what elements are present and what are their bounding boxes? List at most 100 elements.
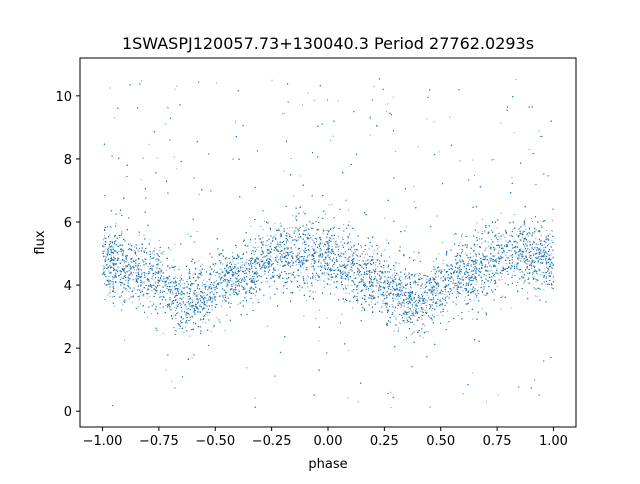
data-point	[501, 279, 503, 281]
data-point	[371, 289, 373, 291]
data-point	[523, 282, 525, 284]
data-point	[451, 272, 453, 274]
data-point	[246, 301, 248, 303]
data-point	[551, 287, 553, 289]
data-point	[547, 255, 549, 257]
data-point	[458, 291, 460, 293]
data-point	[333, 270, 335, 272]
data-point	[136, 255, 138, 257]
data-point	[223, 299, 225, 301]
data-point	[381, 293, 383, 295]
data-point	[158, 277, 160, 279]
data-point	[415, 273, 417, 275]
data-point	[525, 262, 527, 264]
data-point	[384, 249, 386, 251]
data-point	[118, 275, 120, 277]
data-point	[196, 292, 198, 294]
data-point	[295, 218, 297, 220]
data-point	[104, 237, 106, 239]
data-point	[498, 250, 500, 252]
data-point	[440, 300, 442, 302]
data-point	[445, 291, 447, 293]
data-point	[533, 242, 535, 244]
data-point	[495, 248, 497, 250]
data-point	[475, 283, 477, 285]
data-point	[248, 267, 250, 269]
data-point	[361, 279, 363, 281]
data-point	[181, 278, 183, 280]
data-point	[514, 250, 516, 252]
data-point	[446, 302, 448, 304]
data-point	[341, 284, 343, 286]
data-point	[234, 121, 236, 123]
data-point	[481, 242, 483, 244]
data-point	[481, 308, 483, 310]
data-point	[236, 268, 238, 270]
data-point	[382, 267, 384, 269]
data-point	[162, 332, 164, 334]
data-point	[189, 281, 191, 283]
data-point	[433, 292, 435, 294]
data-point	[519, 272, 521, 274]
data-point	[291, 260, 293, 262]
data-point	[493, 282, 495, 284]
data-point	[470, 266, 472, 268]
data-point	[536, 295, 538, 297]
data-point	[169, 248, 171, 250]
data-point	[395, 289, 397, 291]
data-point	[207, 297, 209, 299]
data-point	[191, 306, 193, 308]
data-point	[267, 258, 269, 260]
data-point	[399, 297, 401, 299]
data-point	[129, 267, 131, 269]
data-point	[303, 267, 305, 269]
data-point	[443, 298, 445, 300]
data-point	[320, 236, 322, 238]
data-point	[392, 96, 394, 98]
data-point	[291, 292, 293, 294]
data-point	[439, 299, 441, 301]
data-point	[194, 295, 196, 297]
data-point	[115, 272, 117, 274]
data-point	[164, 305, 166, 306]
data-point	[302, 104, 304, 106]
data-point	[341, 237, 343, 239]
data-point	[176, 304, 178, 306]
data-point	[271, 260, 273, 262]
data-point	[320, 262, 322, 264]
data-point	[512, 274, 514, 276]
data-point	[370, 301, 372, 303]
data-point	[312, 297, 314, 299]
data-point	[217, 284, 219, 286]
data-point	[263, 265, 265, 267]
data-point	[188, 307, 190, 309]
data-point	[392, 283, 394, 285]
data-point	[337, 250, 339, 252]
data-point	[354, 251, 356, 253]
data-point	[131, 274, 133, 276]
data-point	[172, 292, 174, 294]
data-point	[228, 272, 230, 274]
data-point	[214, 265, 216, 267]
data-point	[320, 263, 322, 265]
data-point	[191, 299, 193, 301]
data-point	[314, 275, 316, 277]
data-point	[235, 246, 237, 248]
data-point	[343, 301, 345, 303]
data-point	[171, 265, 173, 267]
data-point	[319, 250, 321, 252]
data-point	[389, 295, 391, 297]
data-point	[281, 254, 283, 256]
data-point	[315, 241, 317, 243]
data-point	[530, 254, 532, 256]
data-point	[279, 222, 281, 224]
data-point	[397, 274, 399, 276]
data-point	[288, 253, 290, 255]
data-point	[251, 251, 253, 253]
data-point	[194, 312, 196, 314]
data-point	[117, 266, 119, 268]
data-point	[426, 311, 428, 313]
data-point	[266, 325, 268, 327]
data-point	[109, 265, 111, 267]
data-point	[470, 288, 472, 290]
